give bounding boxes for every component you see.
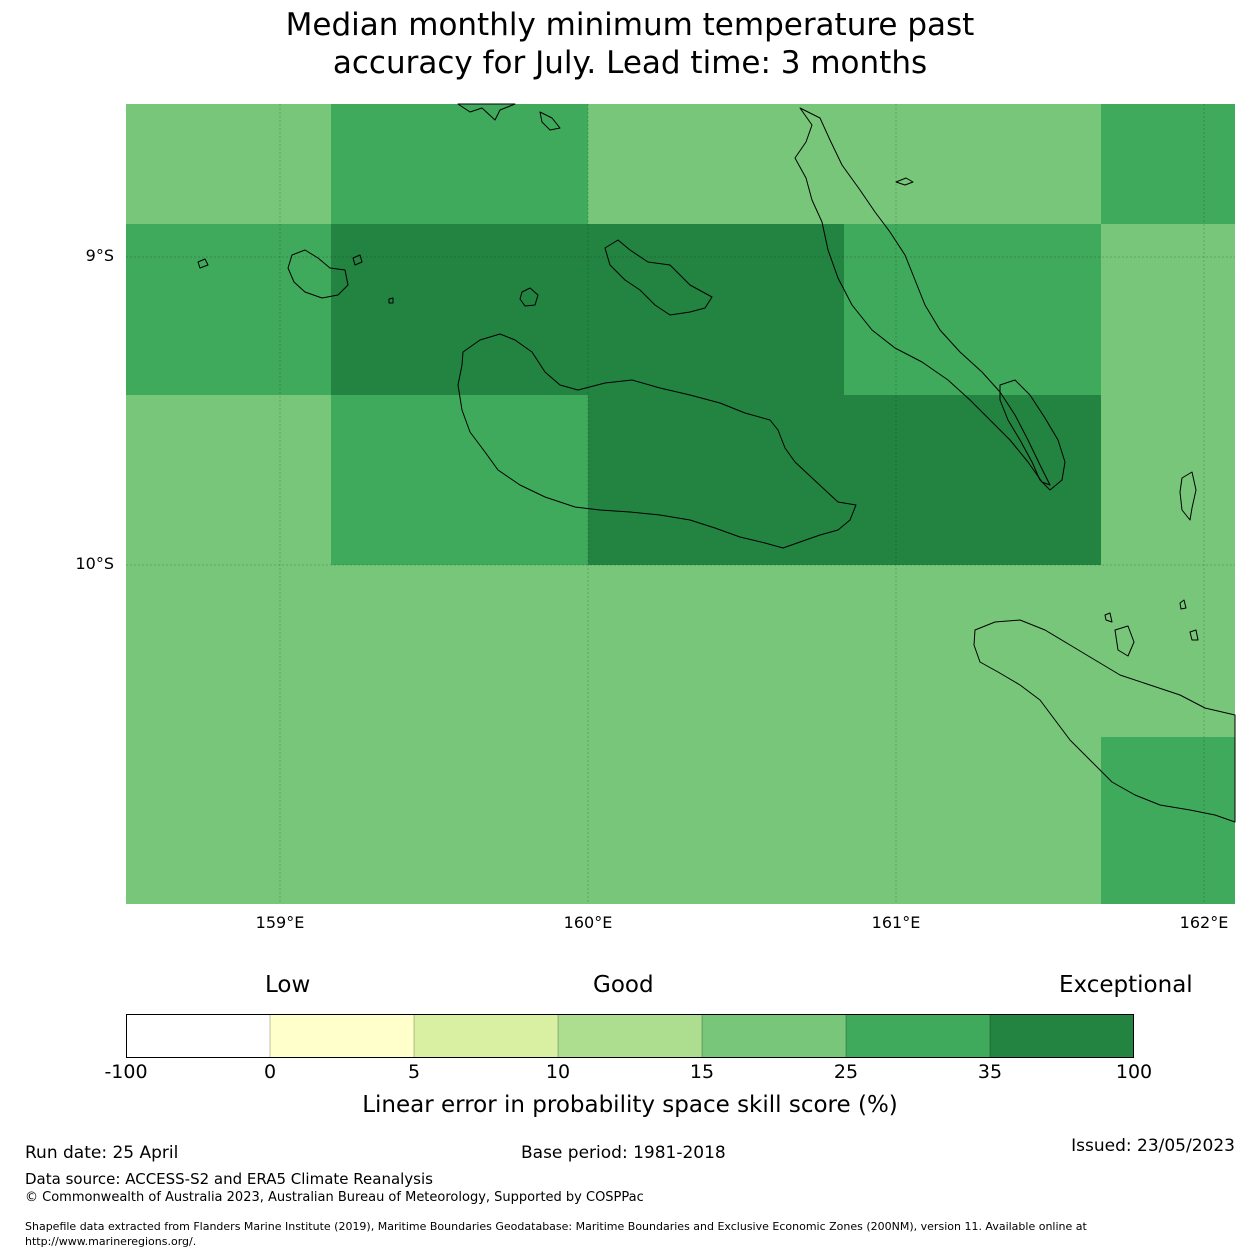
title-line-1: Median monthly minimum temperature past [285,7,975,43]
lon-label-162e: 162°E [1179,913,1229,932]
coastline-islet-3 [388,297,394,304]
coastline-islet-4 [895,177,914,186]
grid-cell [331,224,844,395]
coastline-russell-islands [287,249,349,299]
grid-cell [588,395,1101,565]
grid-cell [1101,104,1235,224]
skill-grid [126,104,1235,904]
lat-label-9s: 9°S [85,246,114,265]
map-title: Median monthly minimum temperature past … [0,6,1260,82]
title-line-2: accuracy for July. Lead time: 3 months [332,45,928,81]
colorbar-tick: 15 [689,1061,715,1083]
colorbar-tick: 0 [263,1061,277,1083]
colorbar [126,1014,1134,1058]
coastline-islet-7 [1179,599,1187,610]
coastline-guadalcanal [457,333,857,549]
colorbar-tick: 100 [1115,1061,1153,1083]
grid-cell [844,224,1101,395]
colorbar-tick: 35 [977,1061,1003,1083]
coastline-ugi [1114,625,1135,657]
lon-label-161e: 161°E [871,913,921,932]
skill-map [126,103,1236,904]
colorbar-segment [414,1014,558,1058]
run-date: Run date: 25 April [25,1143,179,1163]
grid-cell [331,395,588,565]
colorbar-header-exceptional: Exceptional [1059,972,1193,998]
grid-cell [126,395,331,565]
colorbar-segment [990,1014,1134,1058]
colorbar-tick: 25 [833,1061,859,1083]
colorbar-tick: 10 [545,1061,571,1083]
shapefile-credit-line-1: Shapefile data extracted from Flanders M… [25,1220,1087,1233]
coastline-islet-1 [197,258,209,269]
coastline-islet-8 [1189,629,1199,641]
issued-date: Issued: 23/05/2023 [1071,1136,1235,1156]
grid-cell [126,104,331,224]
graticule [126,104,1235,904]
coastline-new-georgia [457,103,516,121]
data-source: Data source: ACCESS-S2 and ERA5 Climate … [25,1170,433,1188]
grid-cell [126,565,1101,737]
coastline-florida-islands [604,239,713,316]
coastline-malaita [999,379,1066,491]
colorbar-tick: 5 [407,1061,421,1083]
coastlines [197,103,1236,823]
lon-label-160e: 160°E [563,913,613,932]
grid-cell [126,737,1101,904]
grid-cell [331,104,588,224]
coastline-makira [973,619,1236,823]
lon-label-159e: 159°E [255,913,305,932]
colorbar-label: Linear error in probability space skill … [362,1092,898,1118]
colorbar-segment [558,1014,702,1058]
colorbar-header-low: Low [265,972,311,998]
colorbar-outline [126,1014,1134,1058]
coastline-ulawa [1179,471,1197,521]
coastline-savo [519,287,539,307]
colorbar-segment [846,1014,990,1058]
shapefile-credit-line-2: http://www.marineregions.org/. [25,1235,197,1248]
colorbar-header-good: Good [593,972,654,998]
grid-cell [1101,395,1235,565]
colorbar-segment [702,1014,846,1058]
colorbar-segment [270,1014,414,1058]
copyright: © Commonwealth of Australia 2023, Austra… [25,1190,644,1205]
coastline-islet-5 [539,111,561,131]
colorbar-segment [126,1014,270,1058]
grid-cell [1101,565,1235,737]
coastline-islet-6 [1104,612,1113,623]
lat-label-10s: 10°S [75,554,114,573]
colorbar-tick: -100 [104,1061,148,1083]
coastline-islet-2 [352,254,363,266]
grid-cell [1101,224,1235,395]
grid-cell [1101,737,1235,904]
grid-cell [588,104,1101,224]
grid-cell [126,224,331,395]
base-period: Base period: 1981-2018 [521,1143,726,1163]
